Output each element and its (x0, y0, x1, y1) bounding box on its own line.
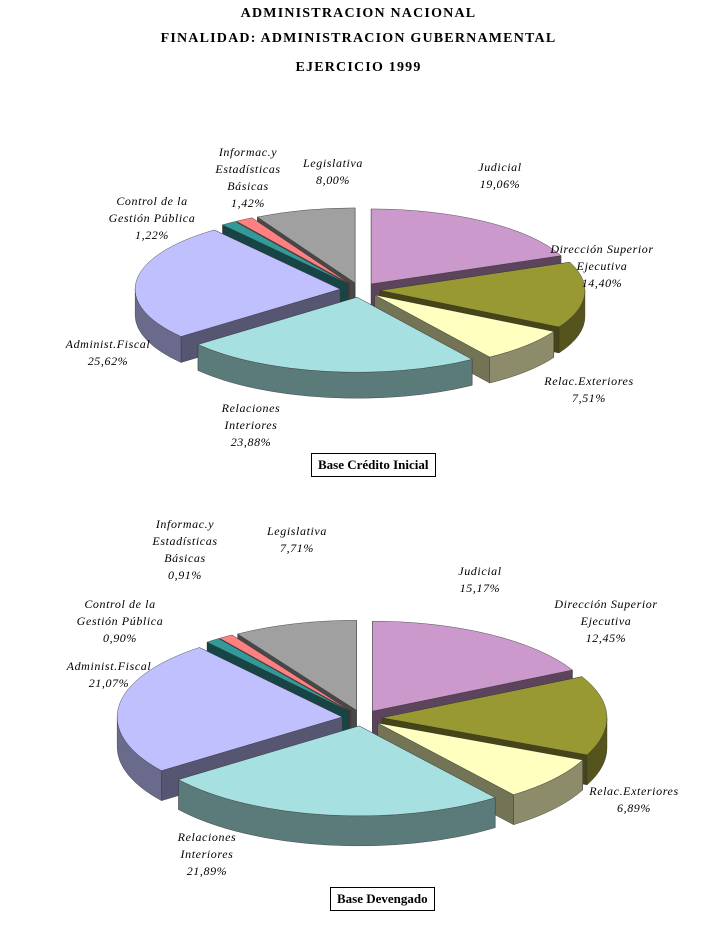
slice-label-relac-exteriores: Relac.Exteriores 6,89% (588, 784, 678, 815)
slice-label-judicial: Judicial 15,17% (458, 564, 502, 595)
slice-label-relaciones-interiores: Relaciones Interiores 23,88% (221, 401, 281, 449)
slice-direccion-superior-ejecutiva (381, 676, 608, 756)
chart2-title: Base Devengado (330, 887, 435, 911)
slice-direccion-superior-ejecutiva (379, 261, 586, 328)
slice-name-line: Administ.Fiscal (66, 659, 152, 673)
slice-name-line: Interiores (224, 418, 278, 432)
slice-name-line: Básicas (164, 551, 206, 565)
slice-name-line: Gestión Pública (77, 614, 164, 628)
slice-informac-y-estadisticas-basicas (235, 217, 350, 284)
header-title-line1: ADMINISTRACION NACIONAL (240, 6, 477, 21)
slice-label-legislativa: Legislativa 7,71% (266, 524, 327, 555)
slice-name-line: Relac.Exteriores (543, 374, 633, 388)
slice-name-line: Relaciones (177, 830, 237, 844)
slice-value-label: 8,00% (316, 173, 350, 187)
slice-name-line: Gestión Pública (109, 211, 196, 225)
slice-relaciones-interiores (197, 297, 473, 373)
pie-chart-1: Judicial 19,06% Dirección Superior Ejecutiv… (65, 145, 653, 449)
slice-name-line: Dirección Superior (553, 597, 657, 611)
slice-name-line: Relac.Exteriores (588, 784, 678, 798)
slice-name-line: Ejecutiva (576, 259, 628, 273)
slice-label-informac-y-estadisticas-basicas: Informac.y Estadísticas Básicas 0,91% (151, 517, 217, 582)
slice-name-line: Relaciones (221, 401, 281, 415)
slice-judicial (372, 620, 573, 712)
slice-name-line: Estadísticas (151, 534, 217, 548)
slice-relac-exteriores (374, 294, 555, 358)
slice-value-label: 12,45% (586, 631, 627, 645)
slice-name-line: Informac.y (218, 145, 277, 159)
slice-name-line: Control de la (84, 597, 155, 611)
slice-administ-fiscal (116, 647, 343, 771)
slice-value-label: 1,42% (231, 196, 265, 210)
slice-value-label: 7,71% (280, 541, 314, 555)
slice-name-line: Administ.Fiscal (65, 337, 151, 351)
slice-value-label: 14,40% (582, 276, 623, 290)
slice-name-line: Informac.y (155, 517, 214, 531)
slice-label-administ-fiscal: Administ.Fiscal 25,62% (65, 337, 151, 368)
slice-value-label: 21,89% (187, 864, 228, 878)
slice-label-informac-y-estadisticas-basicas: Informac.y Estadísticas Básicas 1,42% (214, 145, 280, 210)
slice-label-administ-fiscal: Administ.Fiscal 21,07% (66, 659, 152, 690)
slice-label-judicial: Judicial 19,06% (478, 160, 522, 191)
slice-relaciones-interiores (178, 725, 496, 817)
slice-judicial (370, 208, 562, 285)
slice-value-label: 25,62% (88, 354, 129, 368)
slice-label-control-de-la-gestion-publica: Control de la Gestión Pública 0,90% (77, 597, 164, 645)
slice-name-line: Judicial (458, 564, 502, 578)
slice-administ-fiscal (134, 229, 341, 337)
slice-name-line: Legislativa (266, 524, 327, 538)
slice-name-line: Judicial (478, 160, 522, 174)
slice-value-label: 0,90% (103, 631, 137, 645)
slice-control-de-la-gestion-publica (206, 638, 350, 712)
slice-name-line: Estadísticas (214, 162, 280, 176)
slice-label-relac-exteriores: Relac.Exteriores 7,51% (543, 374, 633, 405)
slice-value-label: 19,06% (480, 177, 521, 191)
slice-value-label: 21,07% (89, 676, 130, 690)
slice-label-direccion-superior-ejecutiva: Dirección Superior Ejecutiva 12,45% (553, 597, 657, 645)
pie-chart-2: Judicial 15,17% Dirección Superior Ejecutiv… (66, 517, 678, 878)
slice-name-line: Básicas (227, 179, 269, 193)
slice-name-line: Ejecutiva (580, 614, 632, 628)
slice-label-control-de-la-gestion-publica: Control de la Gestión Pública 1,22% (109, 194, 196, 242)
slice-value-label: 15,17% (460, 581, 501, 595)
slice-name-line: Control de la (116, 194, 187, 208)
slice-label-relaciones-interiores: Relaciones Interiores 21,89% (177, 830, 237, 878)
slice-value-label: 6,89% (617, 801, 651, 815)
slice-value-label: 0,91% (168, 568, 202, 582)
slice-name-line: Interiores (180, 847, 234, 861)
slice-informac-y-estadisticas-basicas (219, 634, 351, 712)
slice-control-de-la-gestion-publica (221, 221, 349, 285)
slice-value-label: 1,22% (135, 228, 169, 242)
slice-value-label: 23,88% (231, 435, 272, 449)
slice-legislativa (237, 620, 357, 711)
slice-label-legislativa: Legislativa 8,00% (302, 156, 363, 187)
chart1-title: Base Crédito Inicial (311, 453, 436, 477)
slice-legislativa (256, 207, 356, 284)
slice-label-direccion-superior-ejecutiva: Dirección Superior Ejecutiva 14,40% (549, 242, 653, 290)
slice-name-line: Dirección Superior (549, 242, 653, 256)
header-title-line2: FINALIDAD: ADMINISTRACION GUBERNAMENTAL (160, 31, 557, 46)
slice-relac-exteriores (377, 722, 584, 795)
slice-name-line: Legislativa (302, 156, 363, 170)
header-title-line3: EJERCICIO 1999 (295, 60, 422, 75)
slice-value-label: 7,51% (572, 391, 606, 405)
